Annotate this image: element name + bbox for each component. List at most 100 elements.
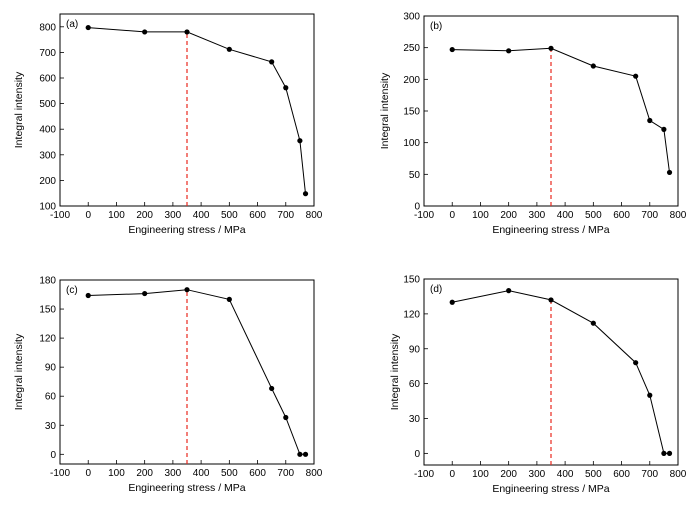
x-tick-label: 300 xyxy=(529,469,546,480)
y-tick-label: 120 xyxy=(39,334,56,345)
x-tick-label: 200 xyxy=(500,469,517,480)
x-tick-label: -100 xyxy=(50,210,70,221)
x-tick-label: -100 xyxy=(50,468,70,479)
panel-a: -100 0 100 200 300 400 500 600 700 800 100 200 300 40… xyxy=(13,13,323,236)
data-point xyxy=(269,59,275,65)
data-point xyxy=(548,297,554,303)
x-tick-label: 300 xyxy=(165,210,182,221)
x-axis-label: Engineering stress / MPa xyxy=(492,483,609,495)
data-point xyxy=(548,45,554,51)
y-tick-label: 800 xyxy=(39,22,56,33)
y-tick-label: 200 xyxy=(403,75,420,86)
data-point xyxy=(506,48,512,54)
x-tick-label: 700 xyxy=(277,468,294,479)
y-tick-label: 250 xyxy=(403,43,420,54)
y-tick-label: 700 xyxy=(39,48,56,59)
y-tick-label: 0 xyxy=(50,450,56,461)
x-tick-label: 100 xyxy=(108,210,125,221)
data-point xyxy=(283,414,289,421)
y-tick-label: 300 xyxy=(39,150,56,161)
x-tick-label: 300 xyxy=(529,210,546,221)
data-point xyxy=(590,320,596,326)
x-tick-label: 600 xyxy=(613,210,630,221)
x-tick-label: 700 xyxy=(277,210,294,221)
data-point xyxy=(85,24,91,31)
y-tick-label: 150 xyxy=(39,305,56,316)
x-tick-label: 200 xyxy=(136,210,153,221)
x-tick-label: 700 xyxy=(641,469,658,480)
y-tick-label: 150 xyxy=(403,107,420,118)
x-tick-label: 800 xyxy=(306,210,323,221)
y-tick-label: 0 xyxy=(414,202,420,213)
y-axis-label: Integral intensity xyxy=(379,72,391,149)
x-tick-label: 400 xyxy=(557,469,574,480)
y-tick-label: 90 xyxy=(409,344,421,355)
y-tick-label: 30 xyxy=(45,421,57,432)
x-tick-label: 500 xyxy=(221,468,238,479)
data-point xyxy=(85,292,91,299)
y-tick-label: 150 xyxy=(403,275,420,286)
data-point xyxy=(666,450,673,456)
y-tick-label: 50 xyxy=(409,170,421,181)
y-tick-label: 90 xyxy=(45,363,57,374)
y-axis-label: Integral intensity xyxy=(13,333,25,410)
y-tick-label: 400 xyxy=(39,125,56,136)
x-tick-label: 400 xyxy=(193,210,210,221)
y-tick-label: 200 xyxy=(39,176,56,187)
panel-label: (d) xyxy=(430,284,442,295)
panel-label: (b) xyxy=(430,21,442,32)
x-tick-label: 500 xyxy=(585,210,602,221)
x-tick-label: 0 xyxy=(85,210,91,221)
y-tick-label: 30 xyxy=(409,414,421,425)
y-tick-label: 600 xyxy=(39,74,56,85)
data-point xyxy=(142,29,148,35)
x-tick-label: 600 xyxy=(613,469,630,480)
x-tick-label: 600 xyxy=(249,210,266,221)
y-tick-label: 100 xyxy=(39,202,56,213)
panel-d: -100 0 100 200 300 400 500 600 700 800 0 30 60 90 120 1… xyxy=(389,275,687,496)
x-tick-label: 200 xyxy=(500,210,517,221)
x-tick-label: 500 xyxy=(221,210,238,221)
x-axis-label: Engineering stress / MPa xyxy=(128,482,245,494)
x-tick-label: 100 xyxy=(472,469,489,480)
x-tick-label: 0 xyxy=(85,468,91,479)
x-tick-label: 800 xyxy=(670,210,687,221)
panel-label: (c) xyxy=(66,285,78,296)
data-point xyxy=(590,63,596,69)
panel-c: -100 0 100 200 300 400 500 600 700 800 0 30 60 90 120 1… xyxy=(13,276,323,495)
y-tick-label: 500 xyxy=(39,99,56,110)
series-line xyxy=(88,289,306,455)
data-point xyxy=(661,126,667,132)
x-tick-label: 800 xyxy=(306,468,323,479)
x-tick-label: -100 xyxy=(414,210,434,221)
y-tick-label: 60 xyxy=(45,392,57,403)
series-line xyxy=(452,47,670,173)
data-point xyxy=(449,299,455,305)
x-tick-label: 200 xyxy=(136,468,153,479)
data-point xyxy=(184,29,190,35)
data-point xyxy=(506,288,512,294)
panel-label: (a) xyxy=(66,19,78,30)
x-axis-label: Engineering stress / MPa xyxy=(492,224,609,236)
data-point xyxy=(449,46,455,53)
x-tick-label: 500 xyxy=(585,469,602,480)
x-tick-label: 700 xyxy=(641,210,658,221)
x-tick-label: 400 xyxy=(193,468,210,479)
data-point xyxy=(647,392,653,398)
data-point xyxy=(184,287,190,293)
x-tick-label: 0 xyxy=(449,469,455,480)
y-tick-label: 60 xyxy=(409,379,421,390)
data-point xyxy=(226,46,232,52)
series-line xyxy=(88,27,306,194)
y-tick-label: 180 xyxy=(39,276,56,287)
data-point xyxy=(633,360,639,366)
data-point xyxy=(297,138,303,144)
y-axis-label: Integral intensity xyxy=(389,333,401,410)
data-point xyxy=(661,450,667,456)
data-point xyxy=(666,169,673,176)
data-point xyxy=(647,117,653,124)
data-point xyxy=(633,73,639,79)
x-tick-label: 600 xyxy=(249,468,266,479)
x-tick-label: 800 xyxy=(670,469,687,480)
